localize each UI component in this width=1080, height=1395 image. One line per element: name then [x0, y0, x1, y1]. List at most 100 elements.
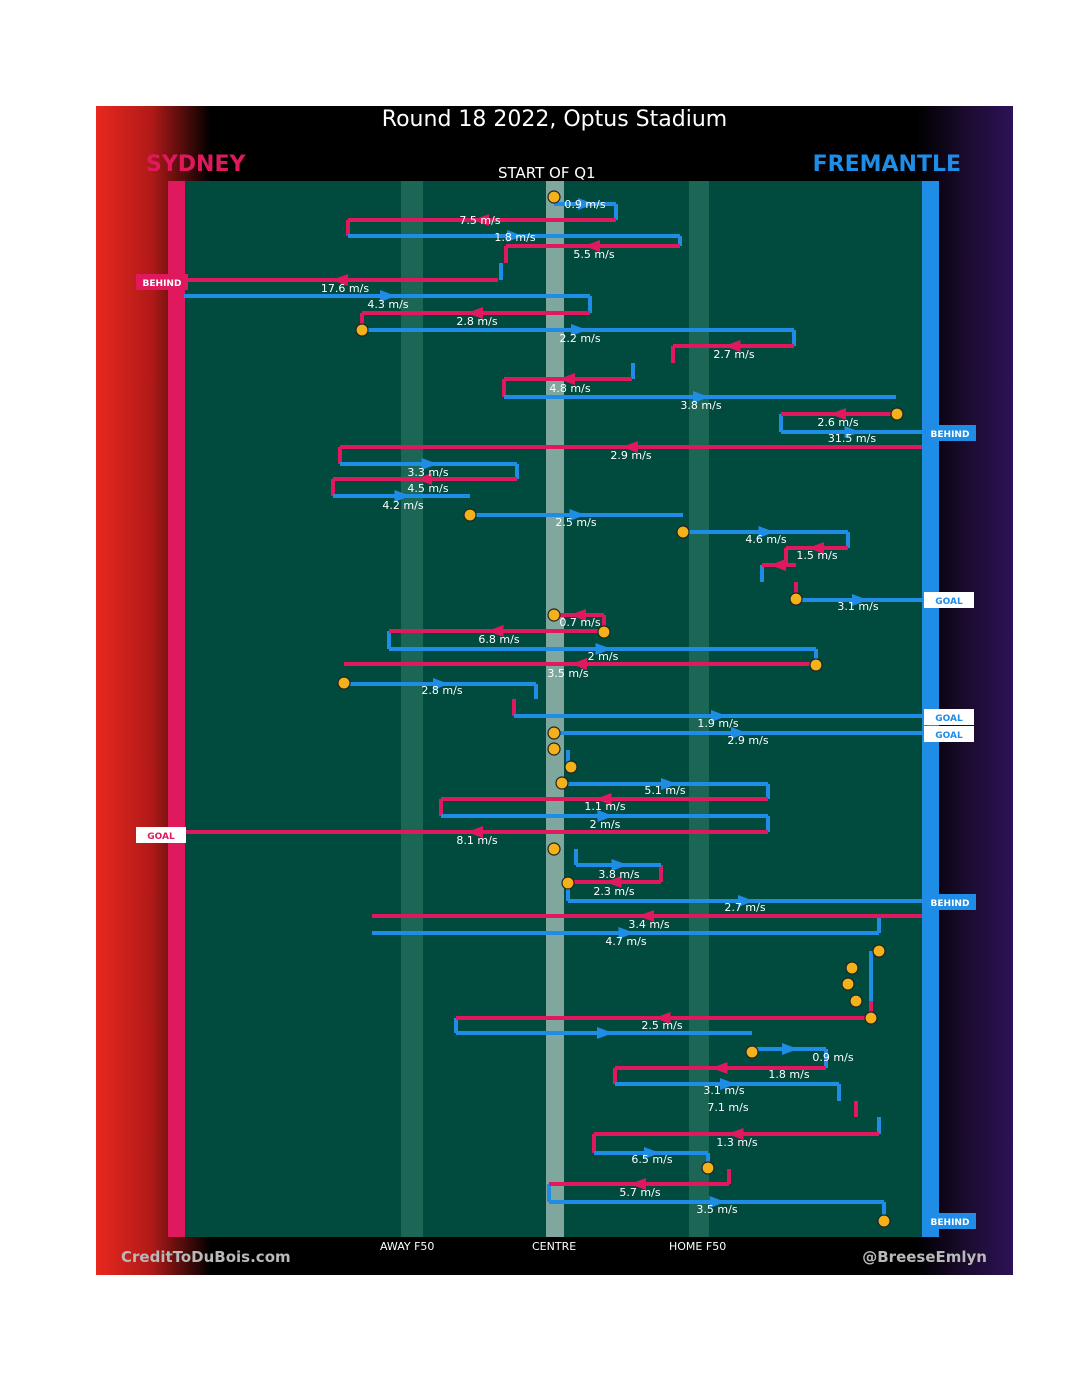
- possession-change-marker: [809, 658, 823, 672]
- speed-label: 1.5 m/s: [796, 549, 837, 562]
- score-badge-label: GOAL: [935, 714, 963, 724]
- direction-arrow: [618, 927, 635, 939]
- speed-label: 7.5 m/s: [459, 214, 500, 227]
- direction-arrow: [487, 625, 504, 637]
- speed-label: 2.9 m/s: [610, 449, 651, 462]
- direction-arrow: [380, 290, 396, 302]
- speed-label: 4.6 m/s: [745, 533, 786, 546]
- direction-arrow: [770, 559, 786, 571]
- direction-arrow: [738, 895, 754, 907]
- possession-change-marker: [561, 876, 575, 890]
- speed-label: 2.3 m/s: [593, 885, 634, 898]
- speed-label: 3.1 m/s: [837, 600, 878, 613]
- direction-arrow: [595, 793, 612, 805]
- possession-change-marker: [841, 977, 855, 991]
- direction-arrow: [433, 678, 449, 690]
- speed-label: 2.2 m/s: [559, 332, 600, 345]
- possession-chain-chart: 0.9 m/s 7.5 m/s 1.8 m/s 5.5 m/s 17.6 m/s 4.3 …: [136, 181, 976, 1237]
- speed-label: 8.1 m/s: [456, 834, 497, 847]
- speed-label: 3.8 m/s: [680, 399, 721, 412]
- speed-label: 6.8 m/s: [478, 633, 519, 646]
- direction-arrow: [584, 240, 600, 252]
- speed-label: 0.9 m/s: [564, 198, 605, 211]
- direction-arrow: [630, 1178, 646, 1190]
- direction-arrow: [638, 910, 654, 922]
- direction-arrow: [394, 490, 411, 502]
- speed-label: 4.2 m/s: [382, 499, 423, 512]
- direction-arrow: [661, 778, 677, 790]
- speed-label: 4.5 m/s: [407, 482, 448, 495]
- direction-arrow: [852, 594, 868, 606]
- footer-handle: @BreeseEmlyn: [862, 1248, 987, 1266]
- speed-label: 5.7 m/s: [619, 1186, 660, 1199]
- possession-change-marker: [877, 1214, 891, 1228]
- possession-change-marker: [701, 1161, 715, 1175]
- direction-arrow: [467, 307, 483, 319]
- direction-arrow: [731, 727, 747, 739]
- direction-arrow: [724, 340, 741, 352]
- speed-label: 3.8 m/s: [598, 868, 639, 881]
- possession-change-marker: [676, 525, 690, 539]
- score-badge: [136, 274, 188, 290]
- possession-change-marker: [872, 944, 886, 958]
- direction-arrow: [808, 542, 824, 554]
- direction-arrow: [830, 408, 846, 420]
- speed-label: 1.3 m/s: [716, 1136, 757, 1149]
- speed-label: 2 m/s: [590, 818, 621, 831]
- score-badge: [924, 1213, 976, 1229]
- home-f50-band: [689, 181, 709, 1237]
- direction-arrow: [644, 1147, 660, 1159]
- direction-arrow: [571, 324, 587, 336]
- speed-label: 2.5 m/s: [555, 516, 596, 529]
- possession-change-marker: [547, 726, 561, 740]
- speed-label: 1.1 m/s: [584, 800, 625, 813]
- speed-label: 2.7 m/s: [724, 901, 765, 914]
- direction-arrow: [421, 458, 438, 470]
- speed-label: 3.5 m/s: [547, 667, 588, 680]
- direction-arrow: [332, 274, 348, 286]
- direction-arrow: [709, 1196, 726, 1208]
- score-badge-label: GOAL: [935, 731, 963, 741]
- possession-change-marker: [547, 190, 561, 204]
- possession-change-marker: [789, 592, 803, 606]
- direction-arrow: [844, 426, 861, 438]
- speed-label: 3.5 m/s: [696, 1203, 737, 1216]
- direction-arrow: [611, 859, 628, 871]
- direction-arrow: [507, 230, 523, 242]
- score-badge: [924, 894, 976, 910]
- possession-change-marker: [597, 625, 611, 639]
- speed-label: 1.8 m/s: [768, 1068, 809, 1081]
- score-badge: [924, 726, 974, 742]
- direction-arrow: [595, 643, 612, 655]
- direction-arrow: [727, 1128, 744, 1140]
- footer-credit: CreditToDuBois.com: [121, 1248, 291, 1266]
- away-team-label: FREMANTLE: [812, 152, 961, 177]
- speed-label: 1.8 m/s: [494, 231, 535, 244]
- x-tick-centre: CENTRE: [532, 1240, 577, 1253]
- possession-change-marker: [547, 608, 561, 622]
- speed-label: 2 m/s: [588, 650, 619, 663]
- speed-label: 17.6 m/s: [321, 282, 369, 295]
- direction-arrow: [654, 1012, 671, 1024]
- score-badge: [924, 709, 974, 725]
- score-badge: [136, 827, 186, 843]
- score-badge-label: BEHIND: [143, 279, 182, 289]
- chart-title: Round 18 2022, Optus Stadium: [381, 107, 728, 132]
- direction-arrow: [782, 1043, 798, 1055]
- speed-label: 5.5 m/s: [573, 248, 614, 261]
- direction-arrow: [711, 710, 727, 722]
- possession-change-marker: [355, 323, 369, 337]
- speed-label: 2.7 m/s: [713, 348, 754, 361]
- possession-change-marker: [555, 776, 569, 790]
- direction-arrow: [416, 473, 432, 485]
- direction-arrow: [578, 198, 594, 210]
- speed-label: 7.1 m/s: [707, 1101, 748, 1114]
- speed-label: 3.3 m/s: [407, 466, 448, 479]
- speed-label: 4.3 m/s: [367, 298, 408, 311]
- speed-label: 4.7 m/s: [605, 935, 646, 948]
- direction-arrow: [571, 658, 587, 670]
- possession-change-marker: [547, 742, 561, 756]
- speed-label: 2.5 m/s: [641, 1019, 682, 1032]
- score-badge-label: GOAL: [935, 597, 963, 607]
- speed-label: 31.5 m/s: [828, 432, 876, 445]
